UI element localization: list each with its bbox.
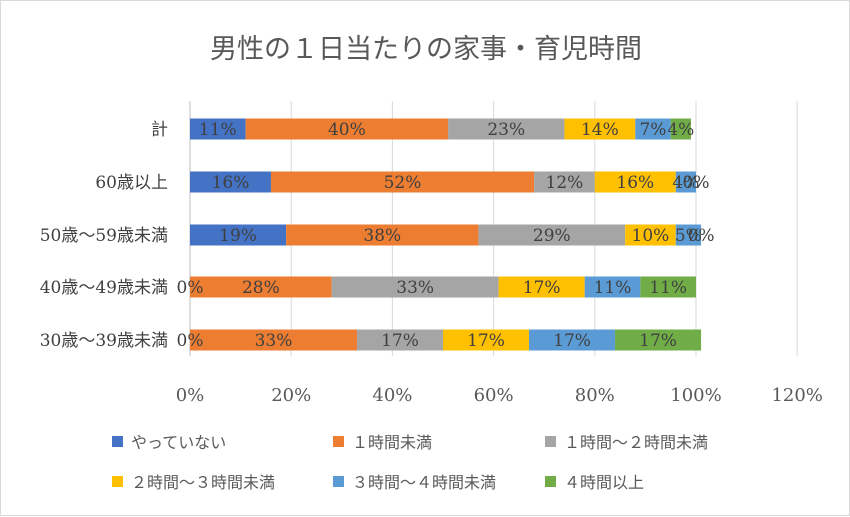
data-label: 33% xyxy=(396,278,434,298)
chart-title: 男性の１日当たりの家事・育児時間 xyxy=(210,34,642,65)
data-label: 11% xyxy=(199,120,237,140)
bar-segment xyxy=(564,118,636,140)
data-label: 0% xyxy=(683,173,710,193)
bar-segment xyxy=(443,329,530,351)
bar-segment xyxy=(534,171,595,193)
bar-segment xyxy=(448,118,565,140)
bar-segment xyxy=(670,118,691,140)
bar-segment xyxy=(640,276,696,298)
data-label: 16% xyxy=(616,173,654,193)
category-label: 計 xyxy=(151,120,168,140)
data-label: 11% xyxy=(594,278,632,298)
x-tick-label: 100% xyxy=(670,385,721,406)
data-label: 16% xyxy=(212,173,250,193)
data-label: 0% xyxy=(177,278,204,298)
category-label: 40歳～49歳未満 xyxy=(40,278,168,298)
x-tick-label: 20% xyxy=(271,385,311,406)
data-label: 17% xyxy=(553,331,591,351)
category-label: 60歳以上 xyxy=(95,173,168,193)
bar-segment xyxy=(675,224,702,246)
bar-segment xyxy=(615,329,702,351)
data-label: 17% xyxy=(467,331,505,351)
legend-swatch xyxy=(545,476,556,487)
legend-swatch xyxy=(333,476,344,487)
bar-segment xyxy=(529,329,616,351)
data-label: 40% xyxy=(328,120,366,140)
data-label: 7% xyxy=(639,120,666,140)
bar-segment xyxy=(190,224,287,246)
bars xyxy=(190,118,702,351)
data-label: 28% xyxy=(242,278,280,298)
bar-segment xyxy=(635,118,671,140)
x-tick-label: 80% xyxy=(575,385,615,406)
legend-label: ３時間～４時間未満 xyxy=(352,473,496,492)
data-label: 33% xyxy=(255,331,293,351)
x-tick-label: 120% xyxy=(771,385,822,406)
bar-segment xyxy=(270,171,535,193)
data-label: 23% xyxy=(487,120,525,140)
legend-label: ４時間以上 xyxy=(564,473,644,492)
data-label: 17% xyxy=(381,331,419,351)
data-label: 4% xyxy=(667,120,694,140)
data-label: 17% xyxy=(523,278,561,298)
bar-segment xyxy=(245,118,449,140)
bar-segment xyxy=(675,171,696,193)
bar-segment xyxy=(594,171,676,193)
bar-segment xyxy=(331,276,499,298)
legend-label: １時間～２時間未満 xyxy=(564,433,708,452)
data-label: 17% xyxy=(639,331,677,351)
data-label: 0% xyxy=(688,226,715,246)
data-label: 11% xyxy=(649,278,687,298)
x-tick-label: 40% xyxy=(372,385,412,406)
data-labels: 11% 40% 23% 14% 7% 4%16% 52% 12% 16% 4%0%19% 38% 29… xyxy=(177,120,715,351)
category-label: 30歳～39歳未満 xyxy=(40,331,168,351)
bar-segment xyxy=(190,329,357,351)
bar-segment xyxy=(625,224,676,246)
legend-label: ２時間～３時間未満 xyxy=(131,473,275,492)
data-label: 52% xyxy=(384,173,422,193)
data-label: 0% xyxy=(177,331,204,351)
data-label: 29% xyxy=(533,226,571,246)
data-label: 5% xyxy=(675,226,702,246)
bar-segment xyxy=(190,276,332,298)
legend: やっていない １時間未満 １時間～２時間未満 ２時間～３時間未満 ３時間～４時間未満 ４時… xyxy=(112,433,708,492)
category-axis: 計 60歳以上 50歳～59歳未満 40歳～49歳未満 30歳～39歳未満 xyxy=(40,120,168,351)
legend-swatch xyxy=(545,436,556,447)
bar-segment xyxy=(498,276,585,298)
legend-label: やっていない xyxy=(131,433,226,452)
legend-swatch xyxy=(112,436,123,447)
data-label: 4% xyxy=(672,173,699,193)
bar-segment xyxy=(478,224,626,246)
data-label: 19% xyxy=(219,226,257,246)
x-tick-label: 0% xyxy=(176,385,205,406)
legend-label: １時間未満 xyxy=(352,433,432,452)
data-label: 10% xyxy=(632,226,670,246)
bar-segment xyxy=(190,171,271,193)
legend-swatch xyxy=(333,436,344,447)
category-label: 50歳～59歳未満 xyxy=(40,226,168,246)
data-label: 14% xyxy=(581,120,619,140)
data-label: 12% xyxy=(546,173,584,193)
legend-swatch xyxy=(112,476,123,487)
x-tick-label: 60% xyxy=(474,385,514,406)
bar-segment xyxy=(286,224,479,246)
bar-segment xyxy=(584,276,641,298)
bar-segment xyxy=(190,118,246,140)
data-label: 38% xyxy=(363,226,401,246)
value-axis: 0% 20% 40% 60% 80% 100% 120% xyxy=(176,385,823,406)
bar-segment xyxy=(356,329,443,351)
